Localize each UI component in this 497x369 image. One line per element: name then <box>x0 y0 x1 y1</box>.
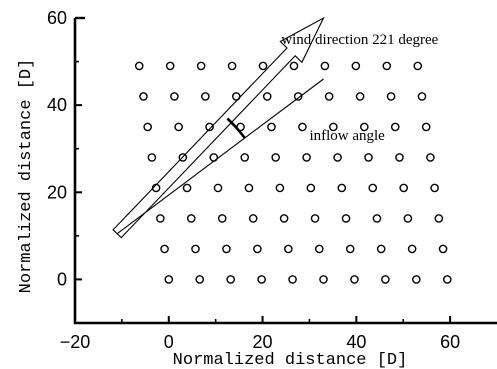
turbine-marker <box>390 122 400 132</box>
turbine-marker <box>160 244 169 254</box>
turbine-marker <box>350 275 359 284</box>
turbine-marker <box>319 275 328 284</box>
turbine-marker <box>275 183 285 193</box>
turbine-marker <box>156 214 165 223</box>
inflow-angle-arc <box>226 117 246 139</box>
x-tick-label: 0 <box>164 332 174 352</box>
turbine-marker <box>314 244 324 254</box>
turbine-marker <box>226 275 235 284</box>
turbine-marker <box>271 153 280 162</box>
turbine-marker <box>258 61 268 71</box>
turbine-marker <box>244 183 254 193</box>
turbine-marker <box>248 214 258 223</box>
turbine-marker <box>360 122 369 132</box>
turbine-marker <box>262 92 272 101</box>
turbine-marker <box>174 122 183 132</box>
turbine-marker <box>337 183 347 193</box>
turbine-marker <box>205 122 214 132</box>
turbine-marker <box>284 244 293 254</box>
turbine-marker <box>351 61 361 71</box>
turbine-marker <box>298 122 307 132</box>
turbine-marker <box>267 122 276 132</box>
turbine-marker <box>434 214 444 223</box>
inflow-direction-line <box>116 78 324 235</box>
y-tick-label: 0 <box>57 269 67 289</box>
annotation-overlays <box>112 16 325 239</box>
turbine-marker <box>345 244 355 254</box>
turbine-marker <box>217 214 227 223</box>
turbine-marker <box>395 153 404 162</box>
turbine-marker <box>421 122 431 132</box>
turbine-marker <box>382 61 392 71</box>
turbine-marker <box>288 275 297 284</box>
x-axis-title: Normalized distance [D] <box>173 351 408 369</box>
turbine-marker <box>413 61 423 71</box>
turbine-marker <box>399 183 408 193</box>
turbine-marker <box>231 92 241 101</box>
turbine-marker <box>333 153 342 162</box>
turbine-marker <box>329 122 338 132</box>
turbine-marker <box>213 183 223 193</box>
turbine-marker <box>364 153 373 162</box>
wind-direction-arrow <box>112 16 325 239</box>
turbine-marker <box>386 92 396 101</box>
turbine-marker <box>240 153 250 162</box>
turbine-marker <box>143 122 152 132</box>
turbine-marker <box>253 244 262 254</box>
turbine-marker <box>170 92 179 101</box>
turbine-marker <box>417 92 427 101</box>
turbine-marker <box>178 153 188 162</box>
annotation-inflow-angle: inflow angle <box>309 128 385 144</box>
axis-ticks: −20 0 20 40 60 0 20 40 60 <box>47 8 460 352</box>
turbine-marker <box>196 61 206 71</box>
turbine-marker <box>186 214 196 223</box>
turbine-marker <box>222 244 231 254</box>
turbine-marker <box>355 92 365 101</box>
x-tick-label: 60 <box>440 332 460 352</box>
turbine-marker <box>324 92 334 101</box>
turbine-marker <box>407 244 417 254</box>
turbine-marker <box>279 214 289 223</box>
x-tick-label: −20 <box>60 332 91 352</box>
turbine-marker <box>302 153 311 162</box>
turbine-marker <box>438 244 448 254</box>
turbine-marker <box>134 61 144 71</box>
annotation-wind-direction: wind direction 221 degree <box>281 32 438 48</box>
x-tick-label: 20 <box>253 332 273 352</box>
x-tick-label: 40 <box>346 332 366 352</box>
turbine-marker <box>191 244 200 254</box>
turbine-marker <box>430 183 439 193</box>
turbine-marker <box>257 275 266 284</box>
turbine-marker <box>293 92 303 101</box>
y-tick-label: 40 <box>47 95 67 115</box>
turbine-marker <box>227 61 237 71</box>
turbine-marker <box>310 214 320 223</box>
axes-frame <box>73 16 497 325</box>
turbine-marker <box>139 92 148 101</box>
turbine-marker <box>368 183 378 193</box>
turbine-marker <box>320 61 330 71</box>
turbine-markers <box>134 61 452 284</box>
turbine-marker <box>147 153 157 162</box>
turbine-marker <box>412 275 421 284</box>
turbine-marker <box>201 92 210 101</box>
turbine-marker <box>372 214 382 223</box>
turbine-marker <box>165 61 175 71</box>
y-tick-label: 60 <box>47 8 67 28</box>
turbine-marker <box>403 214 413 223</box>
turbine-marker <box>426 153 435 162</box>
y-tick-label: 20 <box>47 182 67 202</box>
turbine-marker <box>341 214 351 223</box>
turbine-marker <box>306 183 316 193</box>
turbine-marker <box>289 61 299 71</box>
turbine-marker <box>164 275 174 284</box>
turbine-marker <box>182 183 192 193</box>
turbine-marker <box>195 275 205 284</box>
y-axis-title: Normalized distance [D] <box>17 59 36 294</box>
turbine-marker <box>442 275 452 284</box>
turbine-marker <box>381 275 390 284</box>
turbine-marker <box>376 244 386 254</box>
